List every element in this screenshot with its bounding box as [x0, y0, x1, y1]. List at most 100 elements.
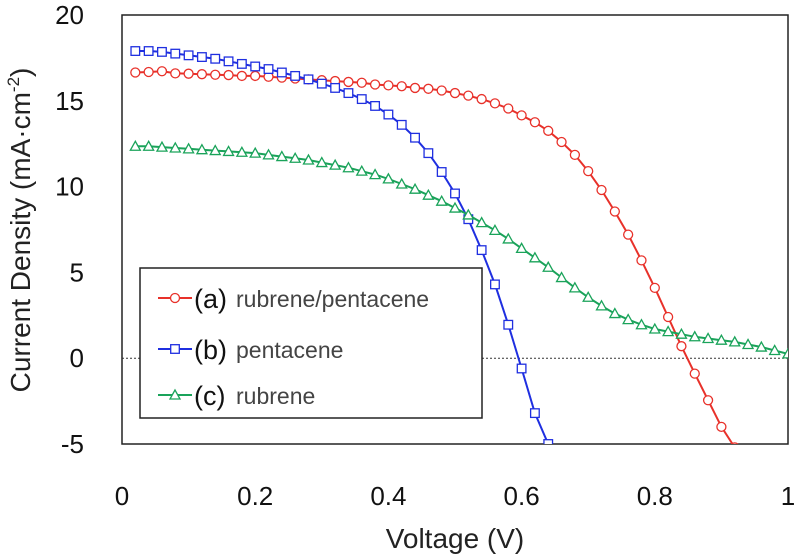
data-point-c — [728, 335, 741, 347]
data-point-a — [223, 69, 234, 81]
data-point-b — [130, 46, 141, 56]
data-point-b — [303, 74, 314, 85]
data-point-a — [676, 341, 687, 352]
data-point-a — [396, 81, 407, 92]
data-point-a — [463, 90, 474, 101]
data-point-b — [143, 46, 154, 56]
x-tick-label: 0.6 — [504, 481, 540, 511]
legend-entry-c: (c) rubrene — [158, 381, 315, 411]
data-point-c — [302, 153, 315, 165]
data-point-a — [529, 117, 541, 128]
legend-label-b: pentacene — [236, 337, 343, 363]
data-point-a — [556, 136, 567, 148]
data-point-a — [143, 66, 154, 78]
data-point-a — [543, 125, 554, 136]
data-point-a — [702, 395, 714, 406]
x-tick-label: 0.4 — [370, 481, 406, 511]
x-axis-title: Voltage (V) — [386, 523, 525, 554]
data-point-b — [410, 132, 420, 143]
data-point-c — [368, 168, 382, 180]
data-point-b — [263, 64, 274, 75]
data-point-b — [223, 56, 234, 67]
data-point-c — [182, 142, 195, 154]
legend-id-a: (a) — [194, 284, 227, 314]
legend-id-b: (b) — [194, 335, 227, 365]
x-tick-label: 0 — [115, 481, 129, 511]
y-tick-label: 10 — [55, 172, 84, 202]
data-point-c — [342, 161, 355, 173]
data-point-b — [476, 245, 487, 256]
y-axis-title-close: ) — [5, 68, 36, 77]
data-point-c — [755, 340, 768, 352]
data-point-c — [169, 141, 182, 153]
data-point-c — [715, 333, 728, 345]
data-point-c — [781, 347, 788, 359]
data-point-b — [370, 100, 381, 111]
series-b — [130, 46, 556, 454]
data-point-c — [329, 158, 342, 170]
data-point-b — [170, 48, 181, 59]
data-point-c — [315, 156, 328, 168]
data-point-a — [423, 83, 434, 94]
legend-id-c: (c) — [194, 381, 225, 411]
data-point-a — [744, 462, 753, 471]
data-point-c — [395, 177, 408, 189]
data-point-b — [450, 188, 460, 199]
legend-marker-b — [170, 344, 180, 354]
data-point-c — [741, 338, 755, 350]
data-point-a — [609, 206, 620, 217]
y-tick-label: 20 — [55, 0, 84, 30]
data-point-b — [356, 94, 367, 105]
x-tick-label: 1 — [781, 481, 795, 511]
data-point-b — [516, 363, 527, 374]
data-point-b — [183, 50, 194, 61]
data-point-a — [649, 282, 660, 293]
data-point-a — [369, 79, 381, 90]
data-point-c — [582, 290, 595, 302]
data-point-b — [503, 319, 514, 330]
data-point-b — [210, 53, 221, 64]
data-point-c — [568, 281, 581, 293]
data-point-a — [236, 70, 248, 82]
data-point-b — [343, 88, 354, 99]
data-point-c — [488, 224, 502, 236]
data-point-a — [716, 421, 727, 432]
legend-box — [139, 267, 483, 419]
data-point-a — [489, 98, 501, 109]
data-point-c — [462, 208, 475, 220]
data-point-c — [249, 146, 262, 158]
data-point-b — [316, 78, 327, 89]
data-point-a — [409, 82, 421, 94]
data-point-b — [543, 439, 554, 444]
data-point-a — [436, 85, 447, 96]
legend-entry-a: (a) rubrene/pentacene — [158, 284, 429, 314]
data-point-b — [547, 445, 556, 454]
data-point-b — [383, 109, 394, 120]
data-point-a — [250, 70, 261, 82]
series-layer — [129, 46, 788, 471]
data-point-c — [528, 251, 542, 263]
data-point-a — [210, 69, 221, 80]
data-point-c — [502, 232, 515, 244]
x-tick-label: 0.8 — [637, 481, 673, 511]
data-point-b — [436, 167, 447, 177]
data-point-b — [396, 119, 407, 130]
y-axis-title-superscript: -2 — [4, 77, 23, 92]
data-point-b — [290, 70, 301, 81]
legend-marker-c — [168, 388, 182, 400]
data-point-a — [130, 67, 141, 78]
y-axis-title-main: Current Density (mA·cm — [5, 92, 36, 392]
data-point-a — [623, 229, 634, 240]
data-point-c — [515, 242, 528, 254]
data-point-c — [262, 148, 275, 160]
data-point-b — [157, 46, 167, 57]
data-point-a — [356, 77, 367, 88]
data-point-c — [475, 216, 488, 228]
x-tick-label: 0.2 — [237, 481, 273, 511]
data-point-a — [516, 110, 527, 121]
data-point-c — [435, 194, 448, 206]
plot-area-border — [121, 14, 789, 445]
data-point-c — [635, 318, 648, 330]
data-point-a — [449, 87, 461, 99]
